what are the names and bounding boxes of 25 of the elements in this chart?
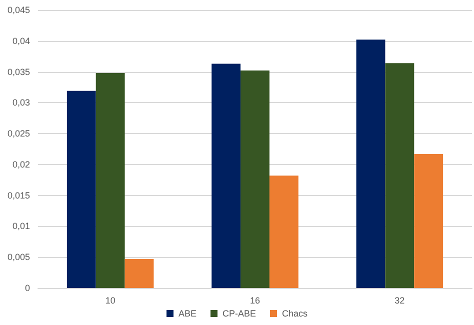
bar [66,90,96,288]
legend-label: Chacs [282,308,308,318]
legend-label: ABE [178,308,196,318]
x-tick-label: 10 [105,296,116,306]
y-tick-label: 0,02 [12,159,30,170]
bar [240,70,270,288]
y-tick-label: 0,035 [7,66,30,77]
bar [124,258,154,288]
y-tick-label: 0,015 [7,190,30,200]
bar [212,64,241,288]
y-tick-label: 0,03 [12,98,30,108]
y-tick-label: 0,005 [7,252,30,262]
bar [96,73,125,288]
y-tick-label: 0,045 [7,5,30,15]
x-tick-label: 32 [394,296,405,306]
y-tick-label: 0,01 [12,221,30,232]
bar [385,63,414,288]
y-tick-label: 0,025 [7,128,30,139]
y-tick-label: 0 [24,283,30,293]
y-tick-label: 0,04 [12,36,30,46]
legend-label: CP-ABE [222,308,256,318]
bar [414,154,444,288]
bar [269,176,298,288]
bar [356,40,386,288]
x-tick-label: 16 [250,296,260,306]
